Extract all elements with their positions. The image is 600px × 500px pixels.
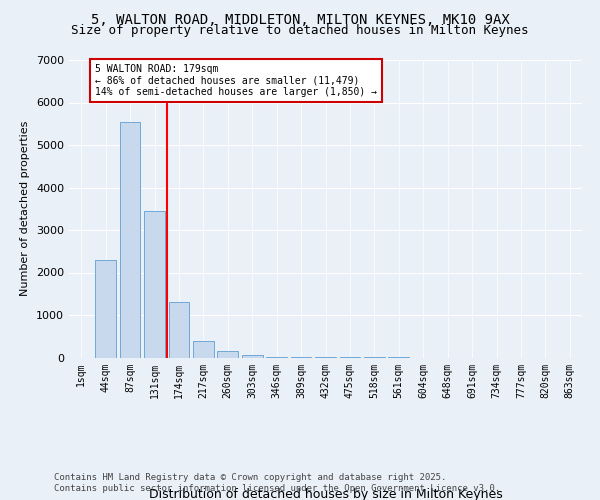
- Bar: [193, 340, 214, 357]
- Text: Contains public sector information licensed under the Open Government Licence v3: Contains public sector information licen…: [54, 484, 500, 493]
- Bar: [242, 356, 263, 358]
- Bar: [144, 211, 165, 358]
- Text: Contains HM Land Registry data © Crown copyright and database right 2025.: Contains HM Land Registry data © Crown c…: [54, 472, 446, 482]
- X-axis label: Distribution of detached houses by size in Milton Keynes: Distribution of detached houses by size …: [149, 488, 502, 500]
- Text: 5, WALTON ROAD, MIDDLETON, MILTON KEYNES, MK10 9AX: 5, WALTON ROAD, MIDDLETON, MILTON KEYNES…: [91, 12, 509, 26]
- Text: Size of property relative to detached houses in Milton Keynes: Size of property relative to detached ho…: [71, 24, 529, 37]
- Y-axis label: Number of detached properties: Number of detached properties: [20, 121, 31, 296]
- Bar: [266, 356, 287, 358]
- Text: 5 WALTON ROAD: 179sqm
← 86% of detached houses are smaller (11,479)
14% of semi-: 5 WALTON ROAD: 179sqm ← 86% of detached …: [95, 64, 377, 98]
- Bar: [95, 260, 116, 358]
- Bar: [119, 122, 140, 358]
- Bar: [169, 302, 190, 358]
- Bar: [217, 351, 238, 358]
